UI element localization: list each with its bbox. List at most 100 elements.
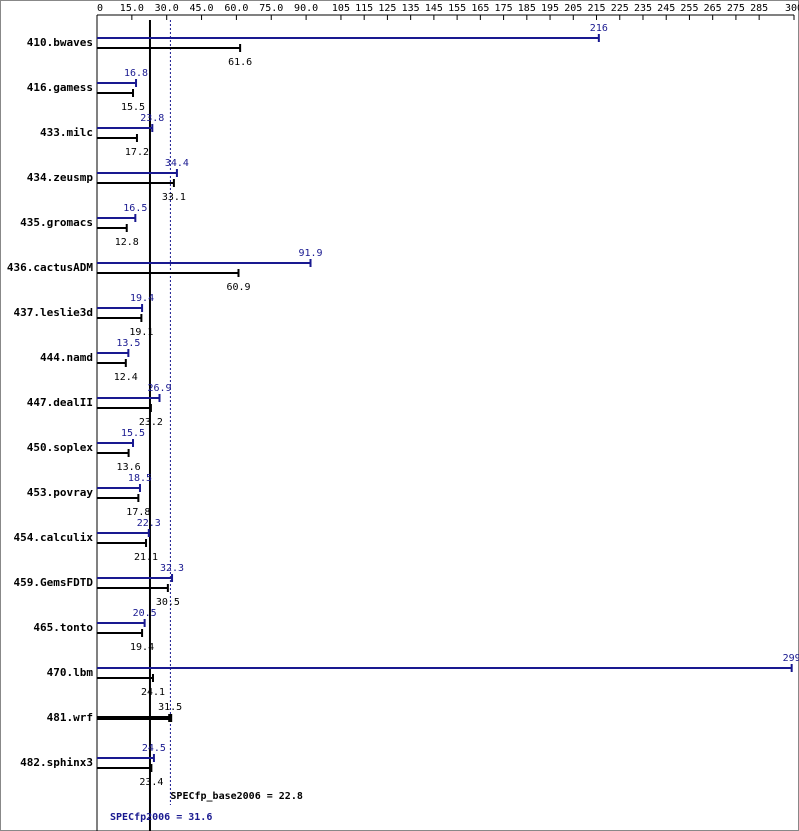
category-label: 416.gamess xyxy=(27,81,93,94)
x-tick-label: 75.0 xyxy=(259,3,283,14)
x-tick-label: 205 xyxy=(564,3,582,14)
bar xyxy=(97,224,128,232)
bar xyxy=(97,529,150,537)
value-label: 19.4 xyxy=(130,642,154,653)
value-label: 12.8 xyxy=(115,237,139,248)
value-label: 17.8 xyxy=(126,507,150,518)
bar xyxy=(97,214,137,222)
category-label: 433.milc xyxy=(40,126,93,139)
bar xyxy=(97,359,127,367)
bar xyxy=(97,574,174,582)
bar xyxy=(97,404,152,412)
x-tick-label: 15.0 xyxy=(120,3,144,14)
bar xyxy=(97,664,793,672)
category-label: 482.sphinx3 xyxy=(20,756,93,769)
value-label: 61.6 xyxy=(228,57,252,68)
x-tick-label: 30.0 xyxy=(155,3,179,14)
bar xyxy=(97,484,141,492)
category-label: 447.dealII xyxy=(27,396,93,409)
value-label: 13.5 xyxy=(116,338,140,349)
x-tick-label: 155 xyxy=(448,3,466,14)
value-label: 13.6 xyxy=(117,462,141,473)
value-label: 18.5 xyxy=(128,473,152,484)
x-tick-label: 45.0 xyxy=(190,3,214,14)
value-label: 299 xyxy=(783,653,799,664)
x-tick-label: 90.0 xyxy=(294,3,318,14)
x-tick-label: 135 xyxy=(402,3,420,14)
value-label: 216 xyxy=(590,23,608,34)
x-tick-label: 125 xyxy=(378,3,396,14)
category-label: 437.leslie3d xyxy=(14,306,93,319)
value-label: 15.5 xyxy=(121,428,145,439)
x-tick-label: 105 xyxy=(332,3,350,14)
peak-mean-label: SPECfp2006 = 31.6 xyxy=(110,812,212,823)
value-label: 17.2 xyxy=(125,147,149,158)
value-label: 23.8 xyxy=(140,113,164,124)
bar xyxy=(97,269,240,277)
value-label: 19.1 xyxy=(129,327,153,338)
value-label: 19.4 xyxy=(130,293,154,304)
bar xyxy=(97,764,153,772)
x-tick-label: 285 xyxy=(750,3,768,14)
x-tick-label: 225 xyxy=(611,3,629,14)
value-label: 23.2 xyxy=(139,417,163,428)
value-label: 21.1 xyxy=(134,552,158,563)
x-tick-label: 300 xyxy=(785,3,799,14)
bar xyxy=(97,439,135,447)
bar xyxy=(97,754,155,762)
category-label: 435.gromacs xyxy=(20,216,93,229)
value-label: 16.5 xyxy=(123,203,147,214)
bar xyxy=(97,494,140,502)
category-label: 434.zeusmp xyxy=(27,171,94,184)
bar xyxy=(97,584,169,592)
bar xyxy=(97,44,242,52)
x-tick-label: 195 xyxy=(541,3,559,14)
value-label: 26.9 xyxy=(147,383,171,394)
bar xyxy=(97,89,135,97)
category-label: 453.povray xyxy=(27,486,94,499)
category-label: 410.bwaves xyxy=(27,36,93,49)
x-tick-label: 265 xyxy=(704,3,722,14)
value-label: 34.4 xyxy=(165,158,189,169)
value-label: 31.5 xyxy=(158,702,182,713)
bar xyxy=(97,304,144,312)
x-tick-label: 0 xyxy=(97,3,103,14)
bar xyxy=(97,79,138,87)
category-label: 450.soplex xyxy=(27,441,94,454)
value-label: 32.3 xyxy=(160,563,184,574)
value-label: 15.5 xyxy=(121,102,145,113)
x-tick-label: 235 xyxy=(634,3,652,14)
bar xyxy=(97,34,600,42)
bar xyxy=(97,394,161,402)
bar xyxy=(97,349,130,357)
value-label: 60.9 xyxy=(226,282,250,293)
x-tick-label: 245 xyxy=(657,3,675,14)
bar xyxy=(97,124,154,132)
value-label: 30.5 xyxy=(156,597,180,608)
base-mean-label: SPECfp_base2006 = 22.8 xyxy=(170,791,302,802)
value-label: 20.5 xyxy=(133,608,157,619)
bar xyxy=(97,259,312,267)
x-tick-label: 60.0 xyxy=(224,3,248,14)
x-tick-label: 185 xyxy=(518,3,536,14)
category-label: 459.GemsFDTD xyxy=(14,576,94,589)
x-tick-label: 255 xyxy=(680,3,698,14)
x-tick-label: 165 xyxy=(471,3,489,14)
category-label: 481.wrf xyxy=(47,711,93,724)
category-label: 454.calculix xyxy=(14,531,94,544)
value-label: 22.3 xyxy=(137,518,161,529)
category-label: 444.namd xyxy=(40,351,93,364)
category-label: 436.cactusADM xyxy=(7,261,93,274)
x-tick-label: 275 xyxy=(727,3,745,14)
x-tick-label: 115 xyxy=(355,3,373,14)
value-label: 24.5 xyxy=(142,743,166,754)
x-tick-label: 145 xyxy=(425,3,443,14)
category-label: 470.lbm xyxy=(47,666,94,679)
x-tick-label: 175 xyxy=(495,3,513,14)
value-label: 23.4 xyxy=(139,777,163,788)
bar xyxy=(97,619,146,627)
bar xyxy=(97,134,138,142)
